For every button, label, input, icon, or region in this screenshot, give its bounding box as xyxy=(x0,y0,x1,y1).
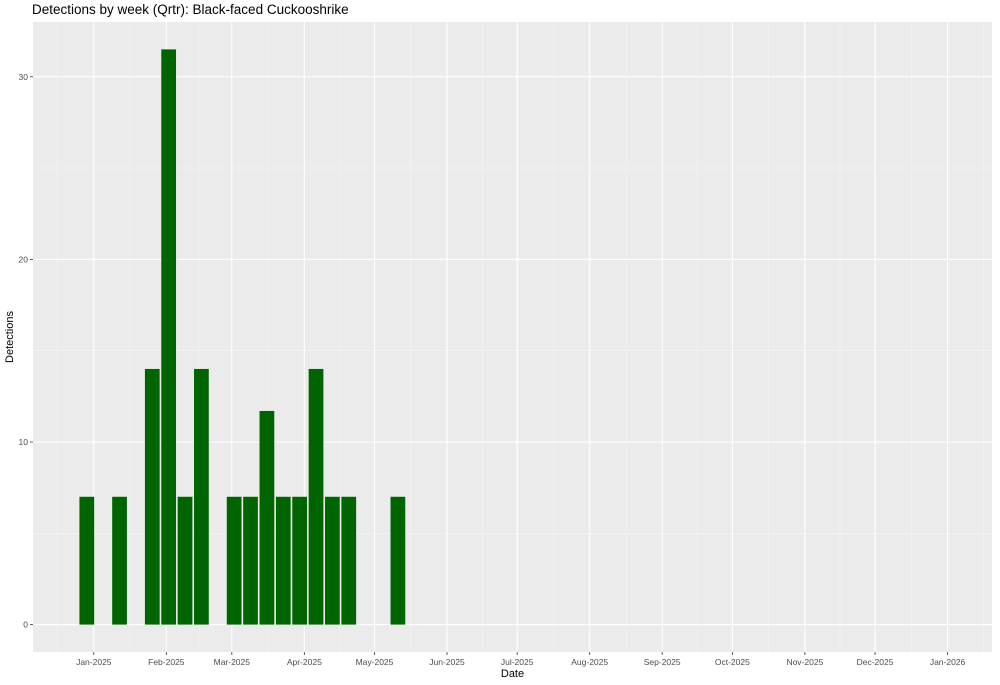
bar xyxy=(79,496,95,625)
minor-grid xyxy=(33,22,992,652)
x-tick-label: Jul-2025 xyxy=(501,657,534,667)
y-axis: 0 10 20 30 xyxy=(19,72,33,630)
x-tick-label: Jun-2025 xyxy=(429,657,465,667)
y-tick-label: 0 xyxy=(23,620,28,630)
y-tick-label: 30 xyxy=(19,72,29,82)
bar xyxy=(390,496,406,625)
x-tick-label: Jan-2025 xyxy=(76,657,112,667)
y-tick-label: 20 xyxy=(19,254,29,264)
bars xyxy=(79,49,406,625)
bar xyxy=(292,496,308,625)
bar xyxy=(226,496,242,625)
x-axis: Jan-2025 Feb-2025 Mar-2025 Apr-2025 May-2025… xyxy=(76,652,966,667)
chart-title: Detections by week (Qrtr): Black-faced C… xyxy=(32,2,349,17)
y-axis-title: Detections xyxy=(4,311,16,363)
bar xyxy=(194,368,209,625)
x-tick-label: Oct-2025 xyxy=(715,657,750,667)
bar xyxy=(325,496,340,625)
x-axis-title: Date xyxy=(501,668,524,680)
bar xyxy=(243,496,258,625)
plot-panel xyxy=(33,22,992,652)
x-tick-label: Dec-2025 xyxy=(857,657,894,667)
bar xyxy=(259,410,275,625)
bar xyxy=(161,49,177,625)
y-tick-label: 10 xyxy=(19,437,29,447)
bar xyxy=(341,496,357,625)
x-tick-label: Feb-2025 xyxy=(148,657,185,667)
bar xyxy=(308,368,324,625)
x-tick-label: Jan-2026 xyxy=(930,657,966,667)
bar xyxy=(177,496,193,625)
bar xyxy=(275,496,291,625)
x-tick-label: Mar-2025 xyxy=(214,657,251,667)
x-tick-label: Sep-2025 xyxy=(644,657,681,667)
x-tick-label: May-2025 xyxy=(356,657,394,667)
bar xyxy=(112,496,127,625)
bar xyxy=(144,368,160,625)
x-tick-label: Nov-2025 xyxy=(786,657,823,667)
x-tick-label: Aug-2025 xyxy=(571,657,608,667)
x-tick-label: Apr-2025 xyxy=(287,657,322,667)
